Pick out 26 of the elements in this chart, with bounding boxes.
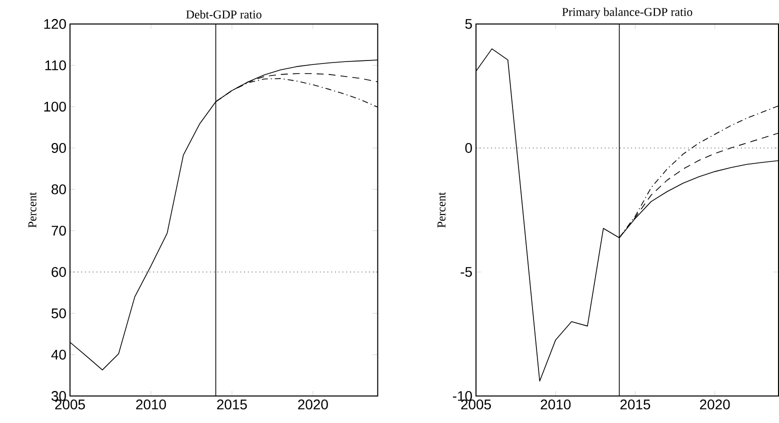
- x-tick-label: 2015: [620, 400, 650, 410]
- y-tick-label: 40: [51, 350, 66, 360]
- y-tick-label: 60: [52, 267, 66, 277]
- y-tick-label: -10: [452, 391, 472, 401]
- x-tick-label: 2005: [55, 400, 85, 410]
- chart-title: Debt-GDP ratio: [186, 10, 262, 18]
- x-tick-label: 2020: [298, 400, 328, 410]
- x-tick-label: 2010: [540, 400, 571, 410]
- y-tick-label: 70: [52, 226, 66, 236]
- x-tick-label: 2005: [461, 400, 491, 410]
- y-tick-label: 100: [44, 102, 66, 112]
- y-tick-label: 5: [465, 19, 472, 29]
- y-tick-label: 90: [52, 143, 66, 153]
- y-tick-label: 30: [52, 391, 66, 401]
- y-axis-title: Percent: [28, 192, 36, 228]
- chart-title: Primary balance-GDP ratio: [562, 8, 692, 18]
- y-tick-label: 0: [465, 143, 472, 153]
- y-tick-label: 110: [45, 60, 66, 70]
- x-tick-label: 2010: [136, 400, 166, 410]
- x-tick-label: 2020: [700, 400, 730, 410]
- y-tick-label: 120: [44, 19, 66, 29]
- y-tick-label: 80: [52, 184, 66, 194]
- y-tick-label: -5: [460, 267, 472, 277]
- x-tick-label: 2015: [217, 400, 247, 410]
- y-axis-title: Percent: [438, 192, 446, 228]
- y-tick-label: 50: [52, 308, 66, 318]
